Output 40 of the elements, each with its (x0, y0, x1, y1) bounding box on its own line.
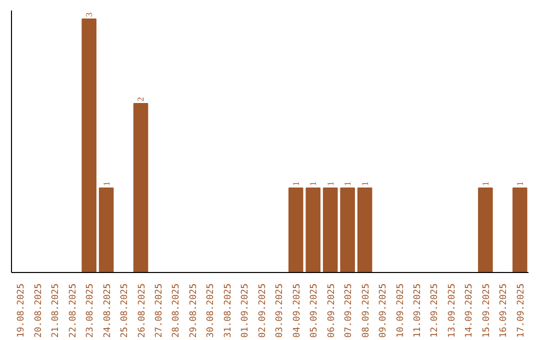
x-tick-label: 23.08.2025 (86, 283, 96, 338)
data-label: 1 (514, 181, 525, 186)
data-label: 1 (342, 181, 353, 186)
x-tick-label: 20.08.2025 (34, 283, 44, 338)
x-tick-label: 08.09.2025 (361, 283, 372, 338)
x-tick-label: 10.09.2025 (396, 283, 406, 338)
x-tick-label: 16.09.2025 (499, 283, 510, 338)
x-tick-label: 17.09.2025 (516, 283, 526, 338)
x-tick-label: 05.09.2025 (310, 283, 320, 338)
x-tick-label: 13.09.2025 (447, 283, 458, 338)
x-tick-label: 02.09.2025 (258, 283, 268, 338)
x-tick-label: 01.09.2025 (240, 283, 251, 338)
x-tick-label: 09.09.2025 (378, 283, 389, 338)
x-tick-label: 04.09.2025 (292, 283, 302, 338)
x-tick-label: 14.09.2025 (464, 283, 475, 338)
x-tick-label: 06.09.2025 (326, 283, 337, 338)
x-tick-label: 30.08.2025 (206, 283, 216, 338)
x-tick-label: 27.08.2025 (154, 283, 164, 338)
x-tick-label: 21.08.2025 (51, 283, 62, 338)
data-label: 1 (325, 181, 336, 186)
x-tick-label: 07.09.2025 (344, 283, 354, 338)
x-tick-label: 22.08.2025 (68, 283, 78, 338)
x-tick-label: 03.09.2025 (275, 283, 286, 338)
data-label: 1 (290, 181, 301, 186)
data-label: 2 (136, 96, 146, 102)
x-tick-label: 31.08.2025 (223, 283, 234, 338)
x-tick-label: 25.08.2025 (120, 283, 130, 338)
x-tick-label: 15.09.2025 (482, 283, 492, 338)
data-label: 1 (480, 181, 490, 186)
x-tick-label: 12.09.2025 (430, 283, 440, 338)
data-label: 1 (308, 181, 318, 186)
x-tick-label: 26.08.2025 (137, 283, 148, 338)
x-tick-label: 24.08.2025 (102, 283, 113, 338)
x-tick-label: 19.08.2025 (16, 283, 27, 338)
data-label: 1 (101, 181, 112, 186)
x-tick-label: 28.08.2025 (172, 283, 182, 338)
data-label: 3 (84, 12, 94, 17)
x-tick-label: 29.08.2025 (188, 283, 199, 338)
x-tick-label: 11.09.2025 (412, 283, 423, 338)
data-label: 1 (360, 181, 370, 186)
